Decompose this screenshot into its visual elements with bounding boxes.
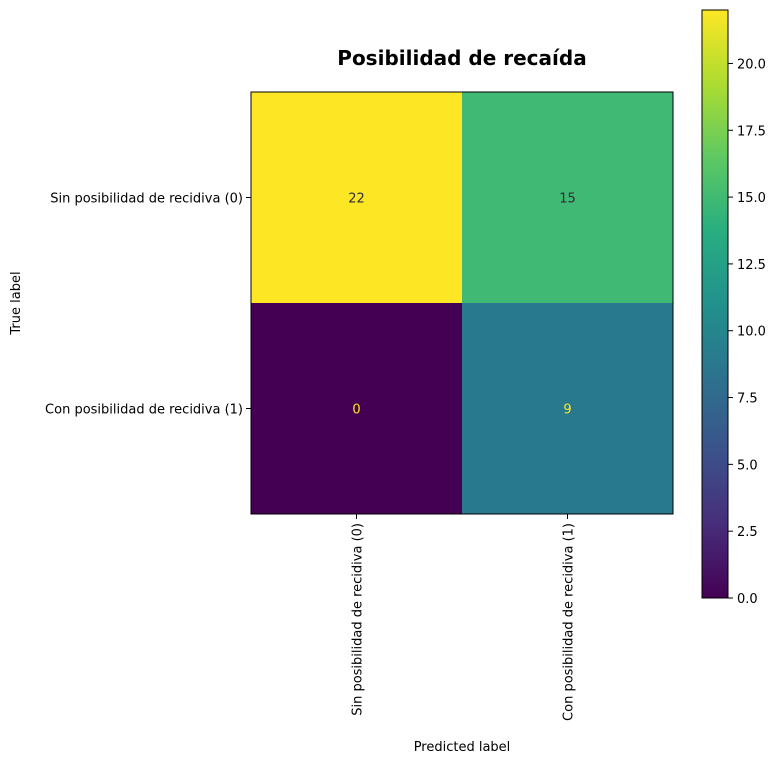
matrix-cell xyxy=(251,92,463,304)
x-axis-label: Predicted label xyxy=(414,740,511,755)
colorbar-ticks: 0.0 2.5 5.0 7.5 10.0 12.5 15.0 17.5 20.0 xyxy=(728,57,766,607)
y-axis-label: True label xyxy=(9,271,24,335)
colorbar-tick-label: 5.0 xyxy=(737,458,758,473)
cell-value-label: 9 xyxy=(563,403,571,418)
chart-title: Posibilidad de recaída xyxy=(337,46,586,70)
colorbar-tick-label: 10.0 xyxy=(737,325,766,340)
y-tick-label: Sin posibilidad de recidiva (0) xyxy=(50,192,243,207)
cell-value-label: 22 xyxy=(348,192,365,207)
colorbar-tick-label: 2.5 xyxy=(737,525,758,540)
colorbar xyxy=(701,9,729,599)
matrix-cell xyxy=(462,92,674,304)
cell-value-label: 0 xyxy=(352,403,360,418)
colorbar-tick-label: 17.5 xyxy=(737,124,766,139)
x-tick-label: Sin posibilidad de recidiva (0) xyxy=(351,523,366,716)
matrix-cells xyxy=(251,92,674,515)
plot-frame xyxy=(250,91,674,515)
colorbar-tick-label: 12.5 xyxy=(737,258,766,273)
colorbar-tick-label: 20.0 xyxy=(737,57,766,72)
cell-value-label: 15 xyxy=(559,192,576,207)
matrix-cell xyxy=(251,303,463,515)
x-axis-ticks: Sin posibilidad de recidiva (0) Con posib… xyxy=(351,514,577,721)
colorbar-tick-label: 15.0 xyxy=(737,191,766,206)
x-tick-label: Con posibilidad de recidiva (1) xyxy=(562,523,577,721)
colorbar-tick-label: 7.5 xyxy=(737,392,758,407)
matrix-cell xyxy=(462,303,674,515)
matrix-cell-labels: 22 15 0 9 xyxy=(348,192,576,418)
y-axis-ticks: Sin posibilidad de recidiva (0) Con posib… xyxy=(45,192,251,418)
y-tick-label: Con posibilidad de recidiva (1) xyxy=(45,403,243,418)
colorbar-tick-label: 0.0 xyxy=(737,592,758,607)
